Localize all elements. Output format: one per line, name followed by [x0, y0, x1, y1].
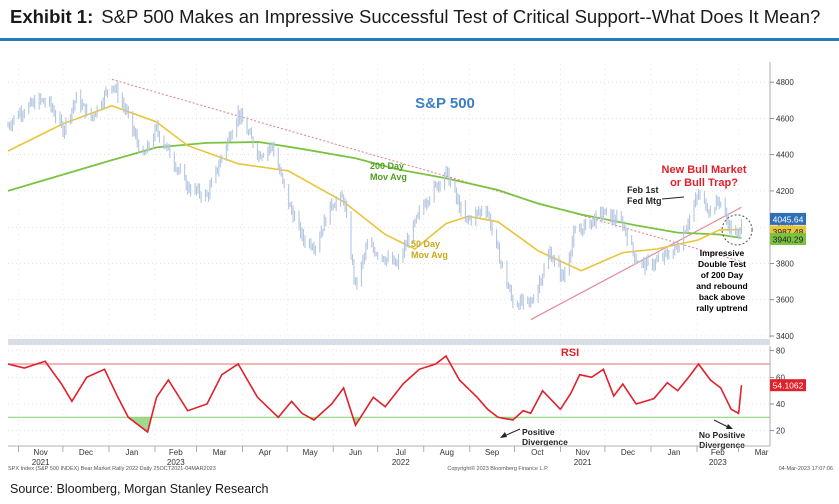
x-month-label: Dec [79, 448, 93, 457]
last-value-badge [770, 212, 806, 225]
ma200-label-1: 200 Day [370, 161, 404, 171]
x-month-label: May [303, 448, 318, 457]
x-month-label: Mar [213, 448, 227, 457]
positive-divergence-arrowhead [500, 432, 507, 438]
rsi-panel: 20 40 60 80 RSI Positive Divergence No Posi… [7, 346, 806, 450]
bull-market-label-1: New Bull Market [662, 164, 747, 176]
price-gridlines [8, 81, 770, 337]
price-panel-title: S&P 500 [415, 95, 475, 112]
price-panel: 34003600380040004200440046004800 S&P 500… [7, 62, 806, 341]
x-month-label: Nov [34, 448, 48, 457]
price-tick-label: 4400 [776, 151, 794, 160]
rsi-tick-label: 80 [776, 347, 785, 356]
rsi-last-value-badge: 54.1062 [770, 379, 806, 392]
x-month-label: Aug [440, 448, 454, 457]
title-text: S&P 500 Makes an Impressive Successful T… [101, 6, 821, 27]
no-positive-divergence-2: Divergence [699, 440, 745, 450]
rsi-gridlines [8, 350, 770, 431]
x-year-label: 2023 [709, 458, 727, 467]
price-tick-label: 4600 [776, 114, 794, 123]
x-month-label: Sep [485, 448, 500, 457]
x-year-label: 2021 [32, 458, 50, 467]
sp500-chart: 34003600380040004200440046004800 S&P 500… [7, 62, 833, 472]
x-month-label: Mar [755, 448, 769, 457]
bull-market-label-2: or Bull Trap? [670, 177, 738, 189]
exhibit-label: Exhibit 1: [10, 6, 94, 27]
positive-divergence-2: Divergence [522, 437, 568, 447]
price-tick-label: 4200 [776, 187, 794, 196]
last-value-text: 4045.64 [773, 214, 804, 224]
x-month-label: Jan [126, 448, 139, 457]
x-month-label: Dec [621, 448, 635, 457]
fed-meeting-label-1: Feb 1st [627, 185, 659, 195]
x-year-label: 2022 [392, 458, 410, 467]
double-test-line-1: Impressive [700, 248, 745, 258]
rsi-last-value-badge-box [770, 379, 806, 392]
x-month-label: Oct [531, 448, 544, 457]
no-positive-divergence-1: No Positive [699, 430, 746, 440]
x-month-label: Nov [576, 448, 590, 457]
rsi-tick-label: 20 [776, 427, 785, 436]
rsi-axis-ticks: 20 40 60 80 [770, 347, 785, 436]
rsi-plot-area [8, 346, 770, 446]
double-test-note: Impressive Double Test of 200 Day and re… [696, 248, 747, 313]
ma200-label-2: Mov Avg [370, 172, 407, 182]
price-tick-label: 3800 [776, 259, 794, 268]
price-tick-label: 3600 [776, 296, 794, 305]
ma50-line [7, 104, 742, 272]
ma200-line [7, 141, 742, 239]
chart-title: Exhibit 1: S&P 500 Makes an Impressive Su… [10, 6, 835, 36]
title-rule [0, 38, 839, 41]
double-test-line-6: rally uptrend [696, 303, 747, 313]
double-test-circle [721, 214, 753, 246]
rsi-panel-title: RSI [561, 347, 579, 359]
rsi-last-value-text: 54.1062 [773, 381, 804, 391]
positive-divergence-1: Positive [522, 427, 555, 437]
rsi-tick-label: 40 [776, 400, 785, 409]
price-bars [7, 81, 743, 311]
ma50-label-1: 50 Day [411, 239, 440, 249]
x-year-label: 2023 [167, 458, 185, 467]
no-divergence-arrowhead [726, 424, 733, 429]
x-month-label: Jul [396, 448, 406, 457]
x-year-label: 2021 [574, 458, 592, 467]
bloomberg-id: SPX Index (S&P 500 INDEX) Bear Market Ra… [8, 466, 216, 472]
fed-meeting-arrow [661, 196, 685, 200]
double-test-line-3: of 200 Day [701, 270, 744, 280]
last-value-badge [770, 233, 806, 246]
x-month-label: Feb [169, 448, 183, 457]
x-month-label: Jun [349, 448, 362, 457]
price-tick-label: 3400 [776, 332, 794, 341]
price-plot-area [8, 62, 770, 338]
x-month-label: Feb [711, 448, 725, 457]
x-month-label: Apr [259, 448, 272, 457]
x-month-label: Jan [668, 448, 681, 457]
fed-meeting-label-2: Fed Mtg [627, 196, 662, 206]
price-tick-label: 4800 [776, 78, 794, 87]
copyright: Copyright© 2023 Bloomberg Finance L.P. [447, 465, 549, 472]
double-test-line-5: back above [699, 292, 746, 302]
double-test-line-2: Double Test [698, 259, 746, 269]
timestamp: 04-Mar-2023 17:07:06 [779, 466, 833, 472]
downtrend-line [111, 78, 742, 263]
rsi-tick-label: 60 [776, 373, 785, 382]
price-axis-ticks: 34003600380040004200440046004800 [770, 78, 794, 341]
last-value-text: 3987.48 [773, 227, 804, 237]
last-value-text: 3940.29 [773, 235, 804, 245]
ma50-label-2: Mov Avg [411, 250, 448, 260]
source-note: Source: Bloomberg, Morgan Stanley Resear… [10, 482, 269, 496]
panel-divider [8, 339, 770, 345]
double-test-line-4: and rebound [696, 281, 747, 291]
